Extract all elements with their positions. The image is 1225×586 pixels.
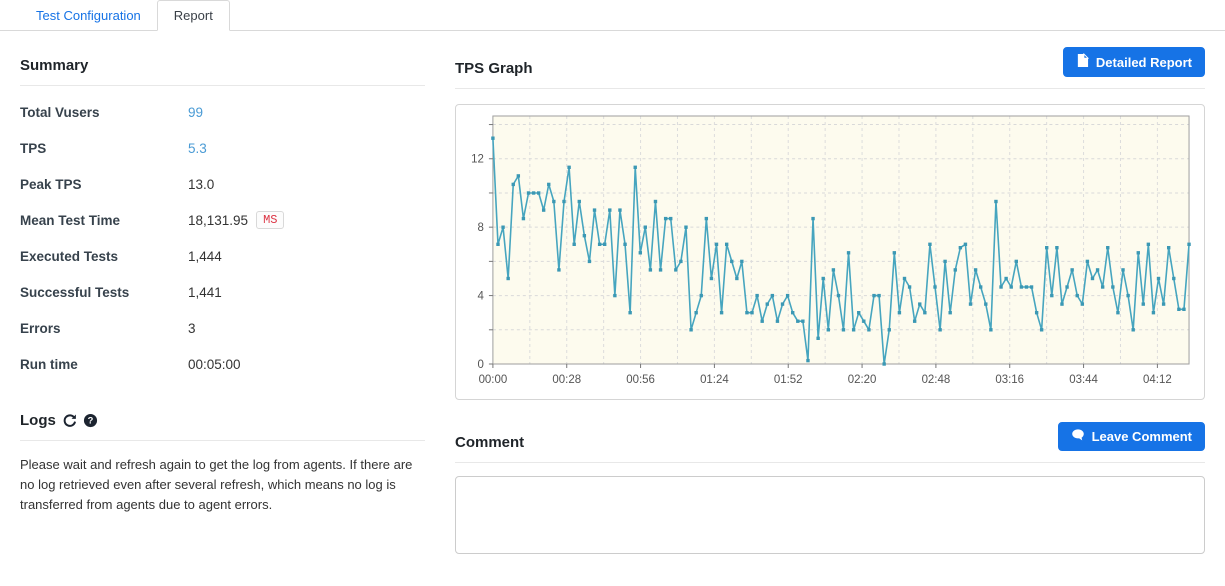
svg-text:01:52: 01:52: [774, 374, 803, 386]
summary-row-label: Run time: [20, 356, 78, 372]
unit-badge: MS: [256, 211, 285, 229]
summary-row: Successful Tests 1,441: [20, 274, 425, 310]
tps-graph-header: TPS Graph Detailed Report: [455, 47, 1205, 77]
comment-divider: [455, 462, 1205, 463]
svg-text:0: 0: [478, 359, 484, 371]
summary-row-value: 18,131.95 MS: [188, 211, 285, 229]
tps-chart: 0 4 8 12 00:00 00:28 00:56 01:24 01:52 02:20 02:48…: [455, 104, 1205, 400]
summary-table: Total Vusers 99 TPS 5.3 Peak TPS 13.0 Mean Tes…: [20, 94, 425, 382]
tps-chart-svg: 0 4 8 12 00:00 00:28 00:56 01:24 01:52 02:20 02:48…: [471, 115, 1191, 386]
svg-text:?: ?: [87, 416, 93, 426]
svg-text:8: 8: [478, 222, 484, 234]
comment-textarea[interactable]: [455, 476, 1205, 554]
summary-row-value: 1,441: [188, 284, 222, 300]
summary-row-value: 1,444: [188, 248, 222, 264]
summary-row: Total Vusers 99: [20, 94, 425, 130]
summary-heading: Summary: [20, 57, 89, 74]
speech-bubble-icon: [1071, 428, 1085, 445]
summary-row-value[interactable]: 5.3: [188, 140, 207, 156]
logs-header: Logs ?: [20, 412, 425, 429]
summary-row-label: Total Vusers: [20, 104, 100, 120]
summary-row-label: Successful Tests: [20, 284, 130, 300]
report-content: Summary Total Vusers 99 TPS 5.3 Peak TPS 13.0…: [0, 31, 1225, 557]
svg-text:01:24: 01:24: [700, 374, 729, 386]
tab-test-configuration[interactable]: Test Configuration: [36, 8, 141, 23]
logs-message: Please wait and refresh again to get the…: [20, 457, 413, 513]
summary-row-label: Errors: [20, 320, 61, 336]
summary-row-value: 3: [188, 320, 196, 336]
tab-report[interactable]: Report: [156, 0, 230, 31]
summary-row: Executed Tests 1,444: [20, 238, 425, 274]
logs-divider: [20, 440, 425, 441]
summary-row-label: TPS: [20, 140, 47, 156]
summary-row: Errors 3: [20, 310, 425, 346]
file-icon: [1076, 52, 1090, 71]
tab-bar: Test Configuration Report: [0, 0, 1225, 31]
summary-row: TPS 5.3: [20, 130, 425, 166]
svg-text:4: 4: [478, 291, 485, 303]
summary-column: Summary Total Vusers 99 TPS 5.3 Peak TPS 13.0…: [20, 31, 425, 557]
summary-row-label: Executed Tests: [20, 248, 119, 264]
svg-text:03:44: 03:44: [1069, 374, 1098, 386]
summary-row-value[interactable]: 99: [188, 104, 204, 120]
summary-row-label: Mean Test Time: [20, 212, 121, 228]
summary-divider: [20, 85, 425, 86]
graph-column: TPS Graph Detailed Report 0 4 8 12 00:00 00:2…: [455, 31, 1205, 557]
summary-row: Mean Test Time 18,131.95 MS: [20, 202, 425, 238]
summary-header: Summary: [20, 47, 425, 74]
svg-text:02:48: 02:48: [922, 374, 951, 386]
logs-heading: Logs: [20, 412, 56, 429]
comment-heading: Comment: [455, 434, 525, 451]
svg-text:02:20: 02:20: [848, 374, 877, 386]
summary-row-label: Peak TPS: [20, 176, 82, 192]
tps-graph-divider: [455, 88, 1205, 89]
detailed-report-label: Detailed Report: [1095, 54, 1192, 70]
svg-text:03:16: 03:16: [995, 374, 1024, 386]
comment-header: Comment Leave Comment: [455, 422, 1205, 451]
help-circle-icon[interactable]: ?: [83, 413, 98, 428]
tps-graph-heading: TPS Graph: [455, 60, 533, 77]
summary-row: Run time 00:05:00: [20, 346, 425, 382]
svg-text:04:12: 04:12: [1143, 374, 1172, 386]
summary-row-value: 00:05:00: [188, 356, 241, 372]
detailed-report-button[interactable]: Detailed Report: [1062, 47, 1205, 77]
summary-row-value: 13.0: [188, 176, 215, 192]
svg-text:00:00: 00:00: [479, 374, 508, 386]
summary-row: Peak TPS 13.0: [20, 166, 425, 202]
refresh-icon[interactable]: [62, 413, 77, 428]
svg-text:12: 12: [471, 154, 484, 166]
svg-text:00:28: 00:28: [552, 374, 581, 386]
leave-comment-button[interactable]: Leave Comment: [1057, 422, 1205, 451]
leave-comment-label: Leave Comment: [1091, 429, 1192, 444]
svg-text:00:56: 00:56: [626, 374, 655, 386]
